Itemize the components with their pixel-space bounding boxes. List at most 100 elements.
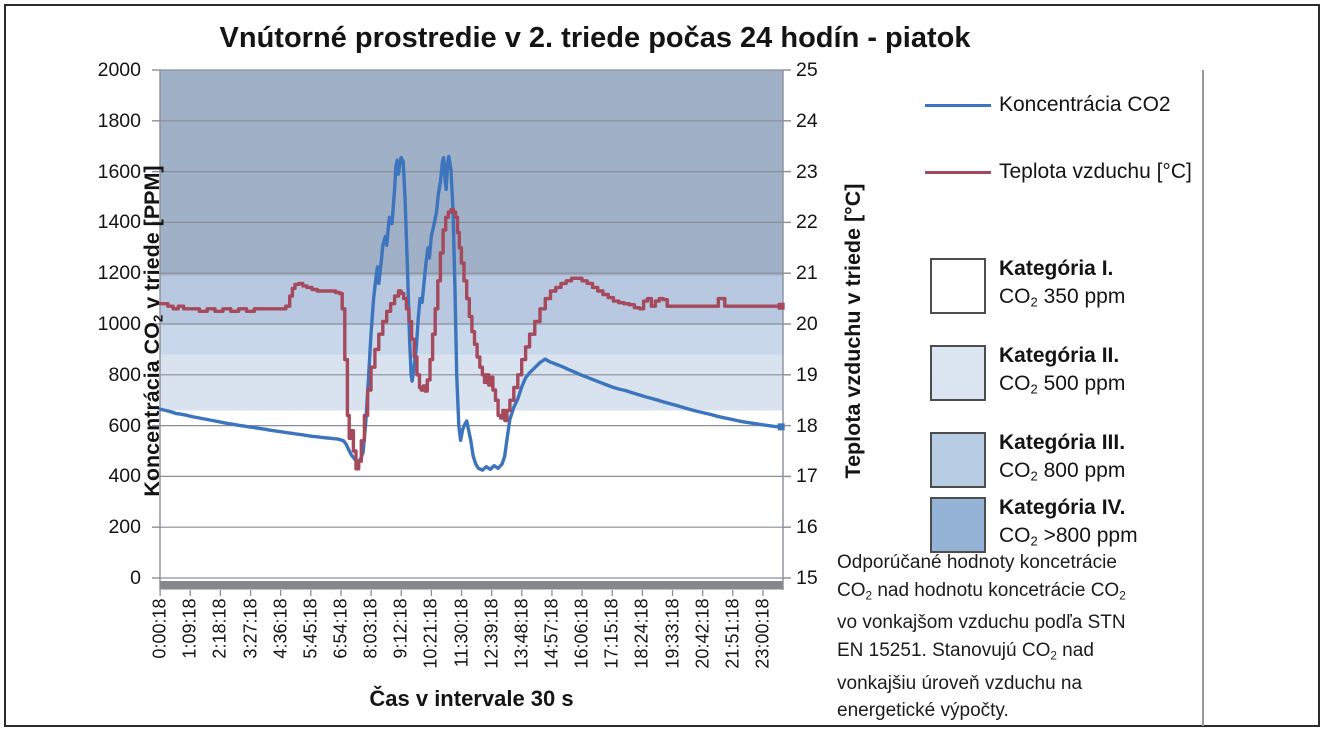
note-segment: vonkajšiu úroveň vzduchu na xyxy=(837,672,1083,694)
left-axis-label-200: 200 xyxy=(108,516,141,539)
left-axis-title-text-2: v triede [PPM] xyxy=(140,165,164,315)
category-value-text: >800 ppm xyxy=(1037,524,1138,547)
note-segment: nad xyxy=(1056,639,1094,661)
x-tick-label-18: 20:42:18 xyxy=(692,598,713,669)
category-value-4: CO2 >800 ppm xyxy=(999,522,1229,555)
x-tick-label-0: 0:00:18 xyxy=(149,598,170,659)
note-line-5: vonkajšiu úroveň vzduchu na xyxy=(837,670,1199,698)
right-axis-label-23: 23 xyxy=(796,160,818,183)
x-tick-label-10: 11:30:18 xyxy=(451,598,472,668)
temperature-legend-line-sample xyxy=(925,171,991,174)
right-axis-label-17: 17 xyxy=(796,465,818,488)
chart-border xyxy=(4,4,1320,727)
category-value-1: CO2 350 ppm xyxy=(999,283,1229,316)
category-value-3: CO2 800 ppm xyxy=(999,457,1229,490)
right-axis-label-18: 18 xyxy=(796,414,818,437)
note-segment: EN 15251. Stanovujú CO xyxy=(837,639,1051,661)
temperature-series-end-marker xyxy=(777,302,785,310)
left-axis-label-400: 400 xyxy=(108,465,141,488)
category-value-text: 800 ppm xyxy=(1037,459,1126,482)
category-title-1: Kategória I. xyxy=(999,257,1114,280)
x-tick-label-4: 4:36:18 xyxy=(270,598,291,659)
x-tick-label-6: 6:54:18 xyxy=(330,598,351,659)
x-tick-label-3: 3:27:18 xyxy=(240,598,261,659)
x-tick-label-7: 8:03:18 xyxy=(360,598,381,659)
co2-series-line xyxy=(158,154,783,472)
category-swatch-2 xyxy=(930,345,986,401)
left-axis-label-1800: 1800 xyxy=(97,109,141,132)
note-segment: Odporúčané hodnoty koncetrácie xyxy=(837,552,1117,573)
note-line-6: energetické výpočty. xyxy=(837,697,1199,725)
category-title-2: Kategória II. xyxy=(999,344,1120,367)
category-value-text: 350 ppm xyxy=(1037,285,1126,308)
category-value-text: CO xyxy=(999,372,1031,395)
left-axis-label-1600: 1600 xyxy=(97,160,141,183)
left-axis-title-subscript: 2 xyxy=(150,314,166,323)
right-axis-title: Teplota vzduchu v triede [°C] xyxy=(841,183,865,479)
right-axis-label-21: 21 xyxy=(796,262,818,285)
temperature-series-line xyxy=(158,207,783,471)
x-tick-label-5: 5:45:18 xyxy=(300,598,321,659)
category-value-text: 2 xyxy=(1030,381,1038,397)
left-axis-title: Koncentrácia CO2 v triede [PPM] xyxy=(140,86,174,576)
left-axis-label-800: 800 xyxy=(108,363,141,386)
x-tick-label-9: 10:21:18 xyxy=(420,598,441,669)
left-axis-label-1200: 1200 xyxy=(97,262,141,285)
category-value-text: CO xyxy=(999,459,1031,482)
note-line-4: EN 15251. Stanovujú CO2 nad xyxy=(837,637,1199,670)
note-segment: 2 xyxy=(1119,588,1126,602)
x-tick-label-20: 23:00:18 xyxy=(752,598,773,669)
left-axis-title-text: Koncentrácia CO xyxy=(140,322,164,497)
note-segment: energetické výpočty. xyxy=(837,700,1009,722)
x-tick-label-14: 16:06:18 xyxy=(571,598,592,669)
note-line-3: vo vonkajšom vzduchu podľa STN xyxy=(837,609,1199,637)
category-value-text: CO xyxy=(999,285,1031,308)
co2-legend-line-sample xyxy=(925,104,991,107)
x-tick-label-11: 12:39:18 xyxy=(481,598,502,669)
left-axis-label-0: 0 xyxy=(130,567,141,589)
category-swatch-4 xyxy=(930,497,986,553)
right-axis-label-15: 15 xyxy=(796,567,818,589)
note-segment: vo vonkajšom vzduchu podľa STN xyxy=(837,612,1126,634)
category-swatch-3 xyxy=(930,432,986,488)
left-axis-label-600: 600 xyxy=(108,414,141,437)
legend-label: Teplota vzduchu [°C] xyxy=(999,160,1192,183)
x-tick-label-8: 9:12:18 xyxy=(390,598,411,659)
note-text: Odporúčané hodnoty koncetrácie CO2 nad ho… xyxy=(837,549,1199,725)
x-tick-label-12: 13:48:18 xyxy=(511,598,532,669)
x-tick-label-2: 2:18:18 xyxy=(209,598,230,659)
x-tick-label-13: 14:57:18 xyxy=(541,598,562,669)
left-axis-label-2000: 2000 xyxy=(97,59,141,81)
note-line-2: CO2 nad hodnotu koncetrácie CO2 xyxy=(837,577,1199,610)
category-title-3: Kategória III. xyxy=(999,431,1126,454)
x-tick-label-1: 1:09:18 xyxy=(179,598,200,659)
category-value-text: 2 xyxy=(1030,468,1038,484)
x-axis-title: Čas v intervale 30 s xyxy=(369,686,574,711)
note-line-1: Odporúčané hodnoty koncetrácie xyxy=(837,549,1199,577)
note-segment: 2 xyxy=(1050,649,1057,663)
x-tick-label-15: 17:15:18 xyxy=(601,598,622,669)
note-segment: nad hodnotu koncetrácie CO xyxy=(872,579,1120,601)
left-axis-label-1000: 1000 xyxy=(97,313,141,335)
right-axis-label-16: 16 xyxy=(796,516,818,539)
category-value-text: CO xyxy=(999,524,1031,547)
category-value-text: 2 xyxy=(1030,294,1038,310)
category-value-2: CO2 500 ppm xyxy=(999,370,1229,403)
x-axis-strip xyxy=(160,581,783,590)
right-axis-label-25: 25 xyxy=(796,59,818,81)
right-axis-label-20: 20 xyxy=(796,313,818,335)
left-axis-label-1400: 1400 xyxy=(97,211,141,234)
category-swatch-1 xyxy=(930,258,986,314)
right-axis-label-22: 22 xyxy=(796,211,818,234)
note-segment: 2 xyxy=(865,588,873,602)
legend-label: Koncentrácia CO2 xyxy=(999,93,1171,116)
chart-title: Vnútorné prostredie v 2. triede počas 24… xyxy=(219,22,971,54)
category-title-4: Kategória IV. xyxy=(999,496,1126,519)
co2-series-end-marker xyxy=(777,423,785,431)
legend-divider-line xyxy=(1202,70,1204,726)
category-value-text: 500 ppm xyxy=(1037,372,1126,395)
x-tick-label-17: 19:33:18 xyxy=(662,598,683,669)
right-axis-label-19: 19 xyxy=(796,363,818,386)
